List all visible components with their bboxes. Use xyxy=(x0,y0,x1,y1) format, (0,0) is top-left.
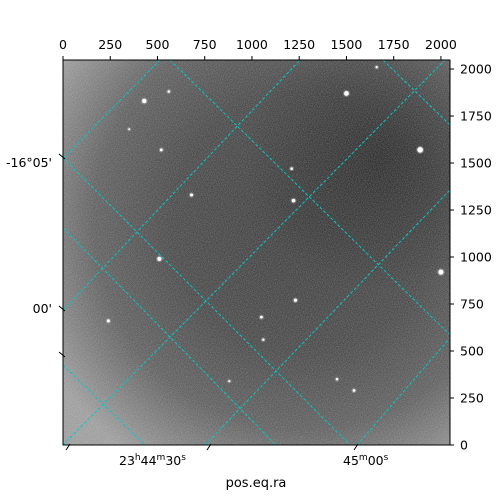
top-tick-label: 500 xyxy=(146,37,170,52)
star xyxy=(335,378,339,381)
star xyxy=(344,91,349,96)
dec-tick-mark xyxy=(58,305,66,312)
top-tick-label: 750 xyxy=(193,37,217,52)
top-pixel-axis: 0 250 500 750 1000 1250 1500 1750 2000 xyxy=(59,37,457,60)
star xyxy=(438,269,444,275)
star xyxy=(106,319,110,323)
grid-line xyxy=(382,60,450,126)
grid-line xyxy=(63,227,277,445)
right-tick-label: 500 xyxy=(460,344,484,359)
ra-tick-mark xyxy=(206,443,212,451)
right-tick-label: 750 xyxy=(460,297,484,312)
grid-line xyxy=(204,189,450,445)
star xyxy=(157,256,162,261)
star xyxy=(142,98,147,104)
plot-frame xyxy=(62,59,451,446)
right-tick-label: 1000 xyxy=(460,250,492,265)
star xyxy=(290,167,293,170)
coordinate-grid xyxy=(63,60,450,445)
noise-texture xyxy=(63,60,450,445)
star xyxy=(159,148,163,152)
dec-tick-label-1: -16°05' xyxy=(6,155,52,170)
image-panel[interactable] xyxy=(63,60,450,490)
top-tick-label: 0 xyxy=(59,37,67,52)
ra-axis: 23h44m30s 45m00s pos.eq.ra xyxy=(65,443,389,491)
grid-line xyxy=(169,60,450,336)
top-tick-label: 1500 xyxy=(331,37,363,52)
star xyxy=(128,128,131,131)
ra-tick-label-2: 45m00s xyxy=(343,453,389,468)
star xyxy=(417,147,423,153)
stars-layer xyxy=(105,64,445,393)
star xyxy=(293,298,298,302)
star xyxy=(291,198,296,203)
star xyxy=(375,66,378,69)
dec-tick-label-2: 00' xyxy=(33,301,52,316)
right-tick-label: 250 xyxy=(460,391,484,406)
grid-line xyxy=(63,60,161,159)
right-tick-label: 1250 xyxy=(460,203,492,218)
grid-line xyxy=(356,337,450,445)
dec-axis: -16°05' 00' xyxy=(6,153,66,358)
right-pixel-axis: 0 250 500 750 1000 1250 1500 1750 2000 xyxy=(450,62,492,453)
ra-tick-mark xyxy=(353,443,359,451)
top-tick-label: 1250 xyxy=(283,37,315,52)
top-tick-label: 1750 xyxy=(378,37,410,52)
grid-line xyxy=(63,157,351,445)
grid-line xyxy=(63,60,446,445)
right-tick-label: 0 xyxy=(460,438,468,453)
x-axis-label: pos.eq.ra xyxy=(226,476,287,491)
star xyxy=(167,90,171,93)
star xyxy=(189,193,193,197)
star xyxy=(352,389,356,392)
top-tick-label: 250 xyxy=(98,37,122,52)
right-tick-label: 2000 xyxy=(460,62,492,77)
star xyxy=(260,315,263,319)
star xyxy=(262,338,265,341)
right-tick-label: 1500 xyxy=(460,156,492,171)
dec-tick-mark xyxy=(58,153,66,160)
ra-tick-label-1: 23h44m30s xyxy=(119,453,186,468)
top-tick-label: 1000 xyxy=(236,37,268,52)
ra-tick-mark xyxy=(65,443,71,451)
right-tick-label: 1750 xyxy=(460,109,492,124)
dec-tick-mark xyxy=(58,351,66,358)
star xyxy=(228,380,231,383)
grid-line xyxy=(63,364,146,445)
top-tick-label: 2000 xyxy=(425,37,457,52)
